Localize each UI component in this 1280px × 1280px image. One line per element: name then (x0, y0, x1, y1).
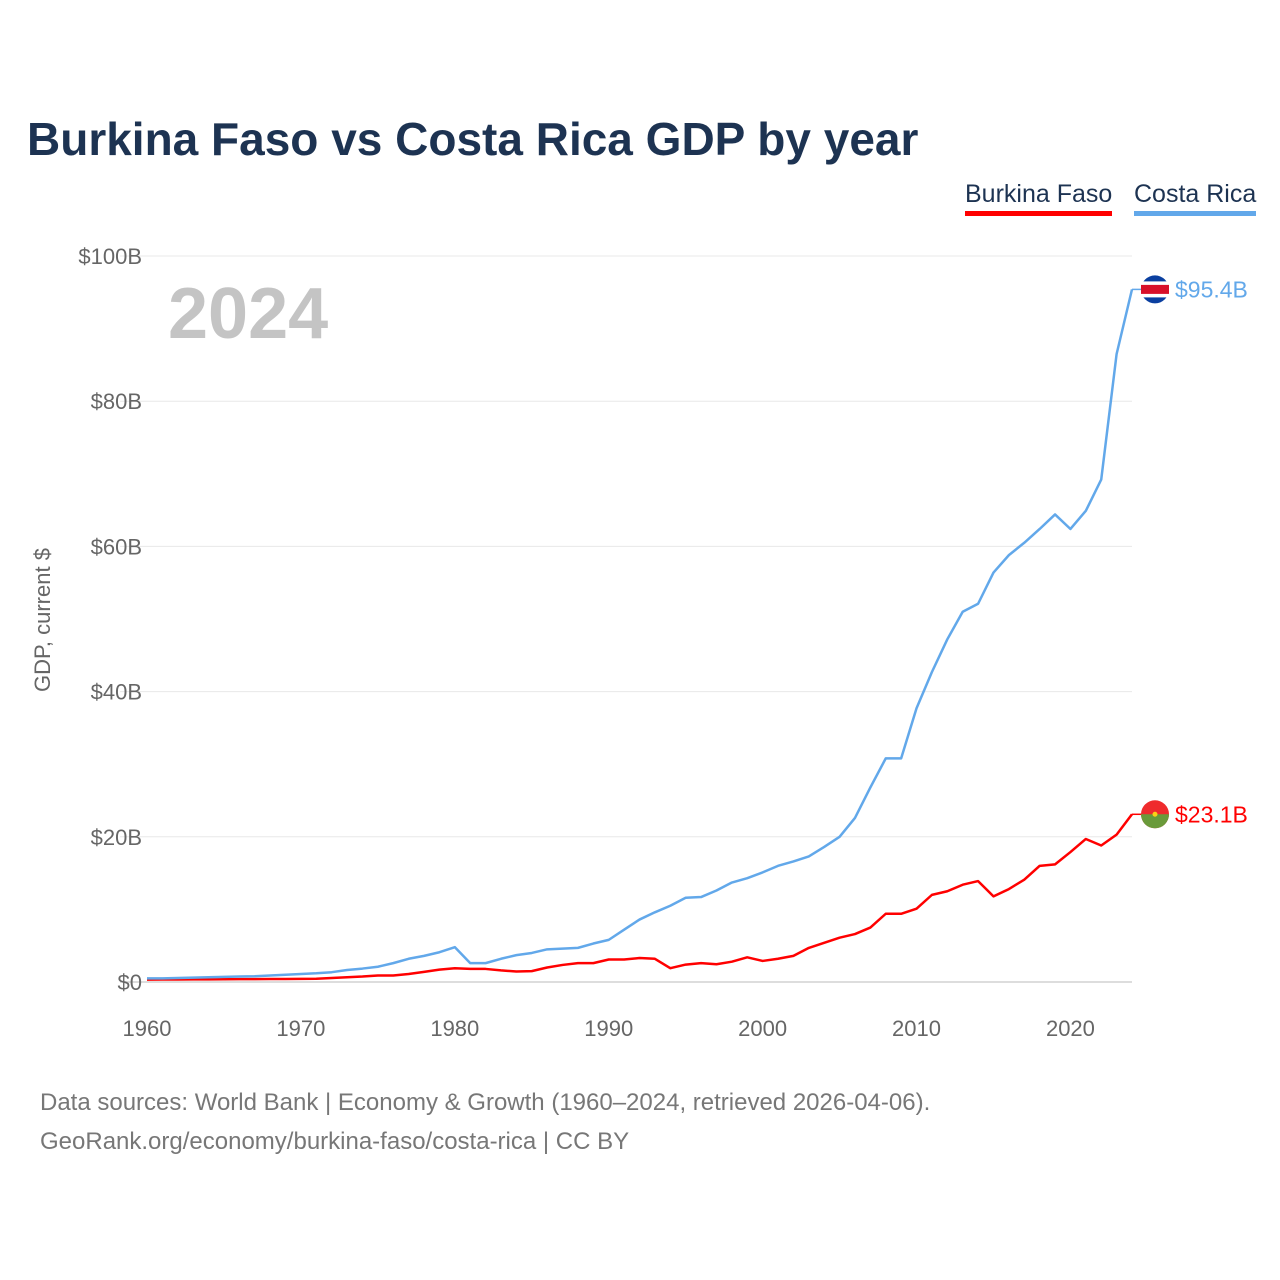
x-tick-label: 1980 (430, 1016, 479, 1041)
x-tick-label: 2020 (1046, 1016, 1095, 1041)
end-value-label: $95.4B (1175, 276, 1248, 302)
y-axis-label: GDP, current $ (30, 548, 55, 692)
y-tick-label: $0 (118, 970, 142, 995)
y-tick-label: $80B (91, 389, 142, 414)
source-note: Data sources: World Bank | Economy & Gro… (40, 1083, 930, 1161)
year-watermark: 2024 (168, 274, 328, 354)
flag-star (1152, 811, 1158, 817)
x-tick-label: 1990 (584, 1016, 633, 1041)
flag-lower-half (1141, 814, 1169, 829)
x-tick-label: 1970 (276, 1016, 325, 1041)
y-tick-label: $40B (91, 680, 142, 705)
series-line-burkina-faso (146, 813, 1133, 981)
y-tick-label: $20B (91, 825, 142, 850)
flag-red-band (1141, 284, 1169, 294)
y-tick-label: $60B (91, 534, 142, 559)
end-value-label: $23.1B (1175, 801, 1248, 827)
source-line: Data sources: World Bank | Economy & Gro… (40, 1089, 931, 1116)
series-line-costa-rica (147, 289, 1134, 980)
source-link[interactable]: GeoRank.org/economy/burkina-faso/costa-r… (40, 1128, 630, 1155)
x-tick-label: 2000 (738, 1016, 787, 1041)
legend-costa-rica[interactable]: Costa Rica (1134, 180, 1257, 216)
legend-burkina-faso[interactable]: Burkina Faso (965, 180, 1113, 216)
x-tick-label: 2010 (892, 1016, 941, 1041)
y-tick-label: $100B (78, 244, 142, 269)
x-tick-label: 1960 (123, 1016, 172, 1041)
chart-title: Burkina Faso vs Costa Rica GDP by year (27, 113, 919, 165)
